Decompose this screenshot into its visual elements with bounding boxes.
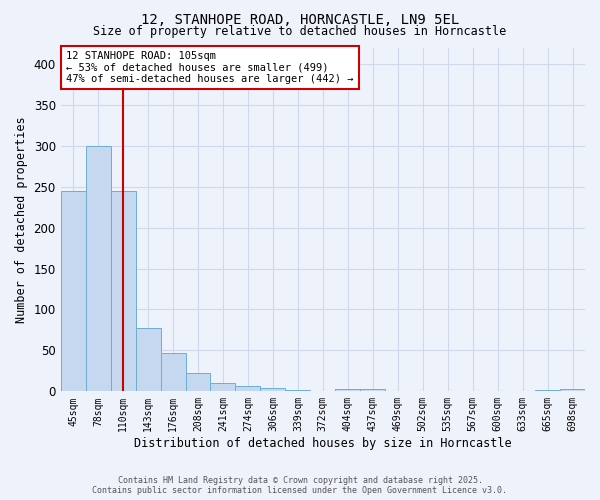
Bar [86, 146, 110, 392]
Bar [235, 386, 260, 392]
Bar [211, 383, 235, 392]
Bar [360, 389, 385, 392]
Text: Contains HM Land Registry data © Crown copyright and database right 2025.
Contai: Contains HM Land Registry data © Crown c… [92, 476, 508, 495]
Bar [110, 191, 136, 392]
Text: Size of property relative to detached houses in Horncastle: Size of property relative to detached ho… [94, 25, 506, 38]
Bar [535, 390, 560, 392]
Y-axis label: Number of detached properties: Number of detached properties [15, 116, 28, 322]
Bar [161, 353, 185, 392]
Bar [185, 374, 211, 392]
Bar [335, 389, 360, 392]
Bar [260, 388, 286, 392]
Text: 12, STANHOPE ROAD, HORNCASTLE, LN9 5EL: 12, STANHOPE ROAD, HORNCASTLE, LN9 5EL [141, 12, 459, 26]
Text: 12 STANHOPE ROAD: 105sqm
← 53% of detached houses are smaller (499)
47% of semi-: 12 STANHOPE ROAD: 105sqm ← 53% of detach… [66, 51, 353, 84]
Bar [286, 390, 310, 392]
Bar [560, 389, 585, 392]
Bar [61, 191, 86, 392]
Bar [136, 328, 161, 392]
X-axis label: Distribution of detached houses by size in Horncastle: Distribution of detached houses by size … [134, 437, 512, 450]
